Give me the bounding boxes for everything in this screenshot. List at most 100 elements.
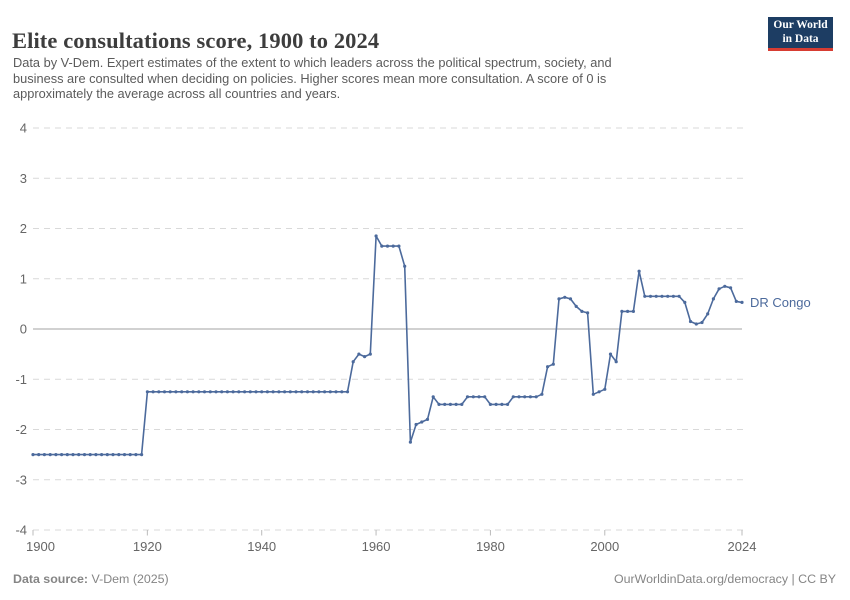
data-point <box>717 287 721 291</box>
owid-logo-line2: in Data <box>782 33 819 45</box>
y-tick-label: -2 <box>15 422 27 437</box>
data-point <box>277 390 281 394</box>
chart-subtitle-line: business are consulted when deciding on … <box>13 70 607 86</box>
data-point <box>534 395 538 399</box>
data-point <box>237 390 241 394</box>
data-point <box>711 297 716 301</box>
data-point <box>283 390 287 394</box>
data-point <box>31 453 35 457</box>
data-point <box>688 319 693 324</box>
data-point <box>694 322 698 326</box>
data-point <box>265 390 269 394</box>
data-point <box>568 297 573 301</box>
data-point <box>477 395 481 399</box>
data-point <box>420 420 424 424</box>
y-tick-label: -4 <box>15 523 27 538</box>
x-tick-label: 2024 <box>728 539 757 554</box>
data-point <box>385 244 390 248</box>
data-point <box>603 387 607 391</box>
data-point <box>734 299 738 303</box>
data-point <box>225 390 229 394</box>
data-point <box>391 244 395 248</box>
data-point <box>311 390 315 394</box>
data-point <box>597 390 601 394</box>
owid-logo-line1: Our World <box>773 19 828 31</box>
series-end-label: DR Congo <box>750 295 811 310</box>
data-point <box>397 244 401 248</box>
x-tick-label: 1980 <box>476 539 505 554</box>
data-point <box>243 390 247 394</box>
data-point <box>82 453 87 457</box>
data-point <box>128 453 132 457</box>
data-point <box>65 453 69 457</box>
data-point <box>431 395 435 399</box>
series-line <box>33 235 743 456</box>
data-source-label: Data source: <box>13 572 89 586</box>
data-source: Data source: V-Dem (2025) <box>13 572 169 586</box>
chart-subtitle-line: approximately the average across all cou… <box>13 86 341 101</box>
data-point <box>380 244 384 248</box>
data-point <box>454 402 458 406</box>
data-point <box>294 390 298 394</box>
data-point <box>357 352 361 356</box>
data-point <box>648 294 653 298</box>
data-point <box>740 300 744 304</box>
data-point <box>608 352 613 356</box>
y-tick-label: 3 <box>20 171 27 186</box>
data-point <box>168 390 172 394</box>
data-point <box>340 390 344 394</box>
data-point <box>105 453 109 457</box>
data-point <box>122 453 127 457</box>
credit-link[interactable]: OurWorldinData.org/democracy | CC BY <box>614 572 836 586</box>
data-source-value: V-Dem (2025) <box>88 572 169 586</box>
data-point <box>729 286 733 290</box>
data-point <box>500 402 504 406</box>
data-point <box>580 309 584 313</box>
data-point <box>37 453 41 457</box>
y-tick-label: 1 <box>20 271 27 286</box>
data-point <box>140 453 144 457</box>
data-point <box>563 295 567 299</box>
data-point <box>443 402 447 406</box>
data-point <box>48 453 52 457</box>
data-point <box>197 390 201 394</box>
data-point <box>425 417 430 421</box>
data-point <box>523 395 527 399</box>
data-point <box>614 360 618 364</box>
data-point <box>300 390 304 394</box>
owid-logo: Our World in Data <box>768 17 833 51</box>
data-point <box>145 390 149 394</box>
data-point <box>683 300 687 304</box>
data-point <box>677 294 681 298</box>
data-point <box>111 453 115 457</box>
data-point <box>208 390 212 394</box>
data-point <box>620 309 624 313</box>
chart-subtitle-line: Data by V-Dem. Expert estimates of the e… <box>13 55 612 70</box>
data-point <box>586 311 590 315</box>
data-point <box>528 395 533 399</box>
data-point <box>94 453 98 457</box>
data-point <box>60 453 64 457</box>
data-point <box>351 360 355 364</box>
y-tick-label: 4 <box>20 121 27 136</box>
data-point <box>77 453 81 457</box>
data-point <box>374 234 378 238</box>
data-point <box>305 390 310 394</box>
data-point <box>220 390 224 394</box>
data-point <box>643 294 647 298</box>
x-tick-label: 1960 <box>362 539 391 554</box>
data-point <box>637 269 641 273</box>
data-point <box>483 395 487 399</box>
data-point <box>191 390 195 394</box>
data-point <box>471 395 475 399</box>
y-tick-label: 2 <box>20 221 27 236</box>
data-point <box>488 402 492 406</box>
data-point <box>631 309 636 313</box>
data-point <box>214 390 218 394</box>
data-point <box>323 390 327 394</box>
data-point <box>42 453 47 457</box>
data-point <box>117 453 121 457</box>
data-point <box>151 390 155 394</box>
